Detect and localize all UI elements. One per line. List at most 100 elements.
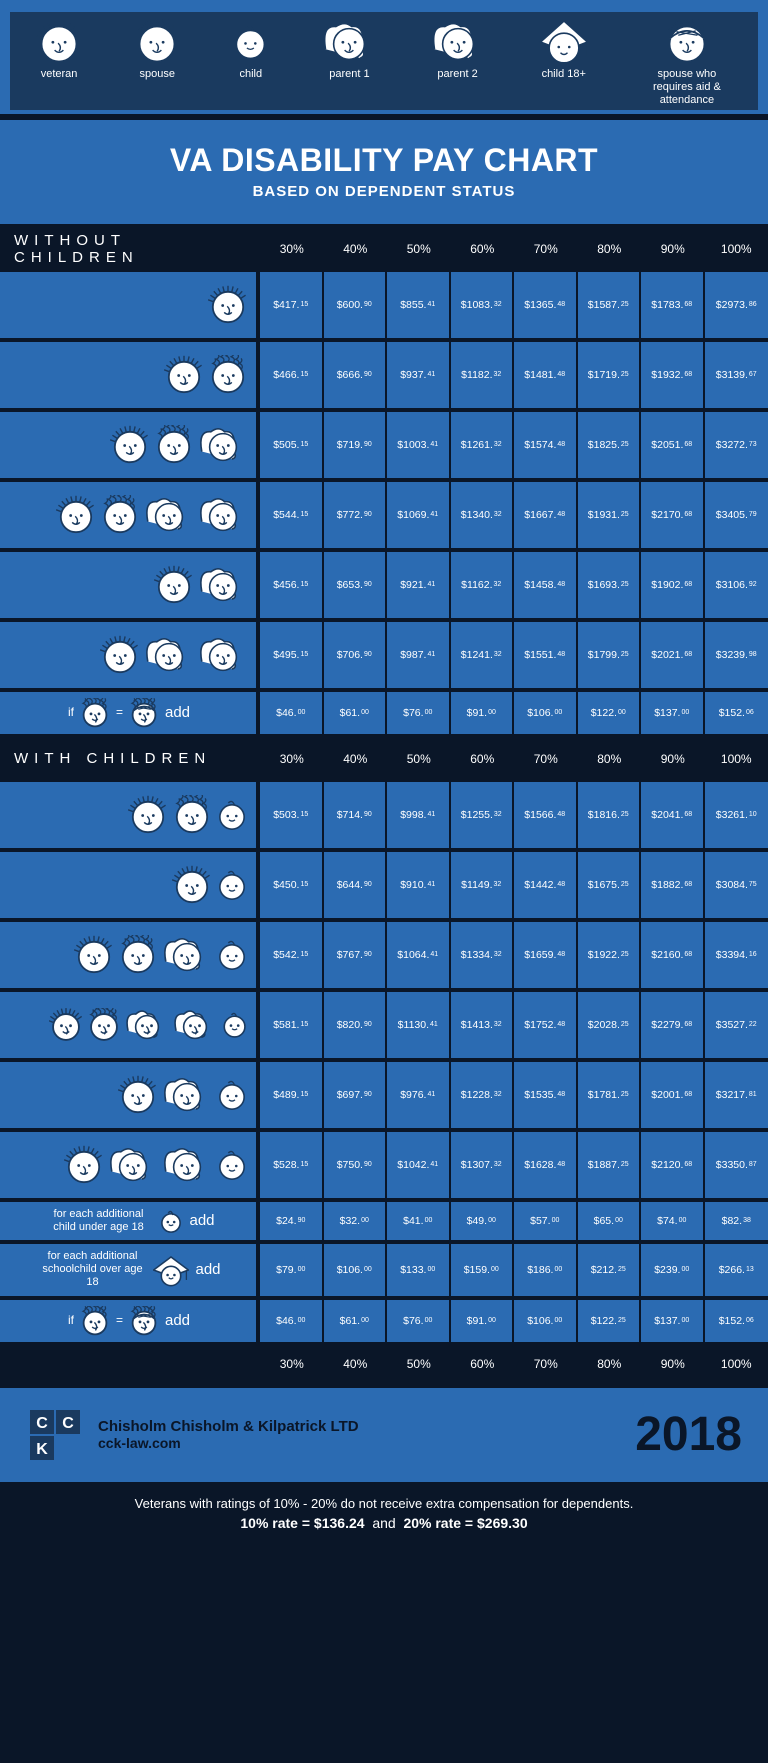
pay-cell: $74.00 — [641, 1202, 705, 1240]
pay-cell: $122.25 — [578, 1300, 642, 1342]
pay-cell: $3239.98 — [705, 622, 768, 688]
pay-cell: $2973.86 — [705, 272, 768, 338]
pct-col: 90% — [641, 242, 705, 256]
pct-col: 70% — [514, 242, 578, 256]
pay-cell: $1675.25 — [578, 852, 642, 918]
legend-band: veteran spouse child — [10, 12, 758, 110]
row-faces — [0, 852, 260, 918]
pay-cell: $767.90 — [324, 922, 388, 988]
table-row: $528.15$750.90$1042.41$1307.32$1628.48$1… — [0, 1128, 768, 1198]
pay-cell: $46.00 — [260, 692, 324, 734]
row-faces — [0, 552, 260, 618]
additional-row-label: for each additional child under age 18 a… — [0, 1202, 260, 1240]
pay-cell: $1659.48 — [514, 922, 578, 988]
pay-cell: $1922.25 — [578, 922, 642, 988]
pay-cell: $32.00 — [324, 1202, 388, 1240]
pay-cell: $489.15 — [260, 1062, 324, 1128]
pay-cell: $1752.48 — [514, 992, 578, 1058]
aid-row: if = add $46.00$61.00$76.00$91.0 — [0, 1296, 768, 1342]
pay-cell: $76.00 — [387, 1300, 451, 1342]
pay-cell: $528.15 — [260, 1132, 324, 1198]
legend-label: spouse who requires aid & attendance — [642, 68, 732, 108]
additional-row: for each additional child under age 18 a… — [0, 1198, 768, 1240]
pay-cell: $600.90 — [324, 272, 388, 338]
pay-cell: $1307.32 — [451, 1132, 515, 1198]
pay-cell: $1241.32 — [451, 622, 515, 688]
pay-cell: $239.00 — [641, 1244, 705, 1296]
aid-row-label: if = add — [0, 1300, 260, 1342]
pay-cell: $1781.25 — [578, 1062, 642, 1128]
row-faces — [0, 992, 260, 1058]
pay-cell: $450.15 — [260, 852, 324, 918]
pay-cell: $49.00 — [451, 1202, 515, 1240]
row-faces — [0, 1132, 260, 1198]
pay-cell: $1228.32 — [451, 1062, 515, 1128]
pay-cell: $466.15 — [260, 342, 324, 408]
legend-item-spouse: spouse — [134, 18, 180, 81]
legend-item-parent2: parent 2 — [430, 18, 486, 81]
pay-cell: $1130.41 — [387, 992, 451, 1058]
pay-cell: $2051.68 — [641, 412, 705, 478]
pay-cell: $417.15 — [260, 272, 324, 338]
pay-cell: $1799.25 — [578, 622, 642, 688]
spouse-icon — [134, 18, 180, 66]
table-row: $503.15$714.90$998.41$1255.32$1566.48$18… — [0, 778, 768, 848]
pay-cell: $212.25 — [578, 1244, 642, 1296]
pay-cell: $1261.32 — [451, 412, 515, 478]
additional-row-label: for each additional schoolchild over age… — [0, 1244, 260, 1296]
pay-cell: $2160.68 — [641, 922, 705, 988]
row-faces — [0, 272, 260, 338]
pay-cell: $1783.68 — [641, 272, 705, 338]
pay-cell: $976.41 — [387, 1062, 451, 1128]
pay-cell: $1667.48 — [514, 482, 578, 548]
pay-cell: $106.00 — [514, 692, 578, 734]
veteran-icon — [36, 18, 82, 66]
pay-cell: $2021.68 — [641, 622, 705, 688]
legend-item-child: child — [232, 18, 269, 81]
pay-cell: $65.00 — [578, 1202, 642, 1240]
pct-col: 80% — [578, 752, 642, 766]
aid-row-label: if = add — [0, 692, 260, 734]
legend-item-spouse_aid: spouse who requires aid & attendance — [642, 18, 732, 108]
pay-cell: $3139.67 — [705, 342, 768, 408]
pay-cell: $1882.68 — [641, 852, 705, 918]
legend-label: child 18+ — [538, 68, 590, 81]
pay-cell: $1182.32 — [451, 342, 515, 408]
pay-cell: $1932.68 — [641, 342, 705, 408]
pay-cell: $3084.75 — [705, 852, 768, 918]
pay-cell: $706.90 — [324, 622, 388, 688]
title-block: VA DISABILITY PAY CHART BASED ON DEPENDE… — [0, 114, 768, 224]
pay-cell: $910.41 — [387, 852, 451, 918]
pay-cell: $3261.10 — [705, 782, 768, 848]
row-faces — [0, 782, 260, 848]
pay-cell: $1481.48 — [514, 342, 578, 408]
table-row: $456.15$653.90$921.41$1162.32$1458.48$16… — [0, 548, 768, 618]
pay-cell: $1442.48 — [514, 852, 578, 918]
pay-cell: $653.90 — [324, 552, 388, 618]
pay-cell: $106.00 — [324, 1244, 388, 1296]
spouse_aid-icon — [642, 18, 732, 66]
table-row: $544.15$772.90$1069.41$1340.32$1667.48$1… — [0, 478, 768, 548]
pct-col: 60% — [451, 242, 515, 256]
pay-cell: $186.00 — [514, 1244, 578, 1296]
pay-cell: $750.90 — [324, 1132, 388, 1198]
pay-cell: $505.15 — [260, 412, 324, 478]
pct-col: 80% — [578, 1357, 642, 1371]
legend-item-child18: child 18+ — [538, 18, 590, 81]
pay-cell: $2279.68 — [641, 992, 705, 1058]
firm-name: Chisholm Chisholm & Kilpatrick LTD — [98, 1418, 359, 1435]
footer-pct-row: 30%40%50%60%70%80%90%100% — [0, 1342, 768, 1382]
pct-col: 40% — [324, 242, 388, 256]
pay-cell: $1003.41 — [387, 412, 451, 478]
svg-text:C: C — [62, 1415, 74, 1432]
pay-cell: $91.00 — [451, 692, 515, 734]
pay-cell: $1149.32 — [451, 852, 515, 918]
pay-cell: $1069.41 — [387, 482, 451, 548]
pct-col: 40% — [324, 752, 388, 766]
legend-item-parent1: parent 1 — [321, 18, 377, 81]
page-subtitle: BASED ON DEPENDENT STATUS — [10, 183, 758, 200]
pay-cell: $122.00 — [578, 692, 642, 734]
pay-cell: $2028.25 — [578, 992, 642, 1058]
pct-col: 40% — [324, 1357, 388, 1371]
pct-col: 70% — [514, 1357, 578, 1371]
